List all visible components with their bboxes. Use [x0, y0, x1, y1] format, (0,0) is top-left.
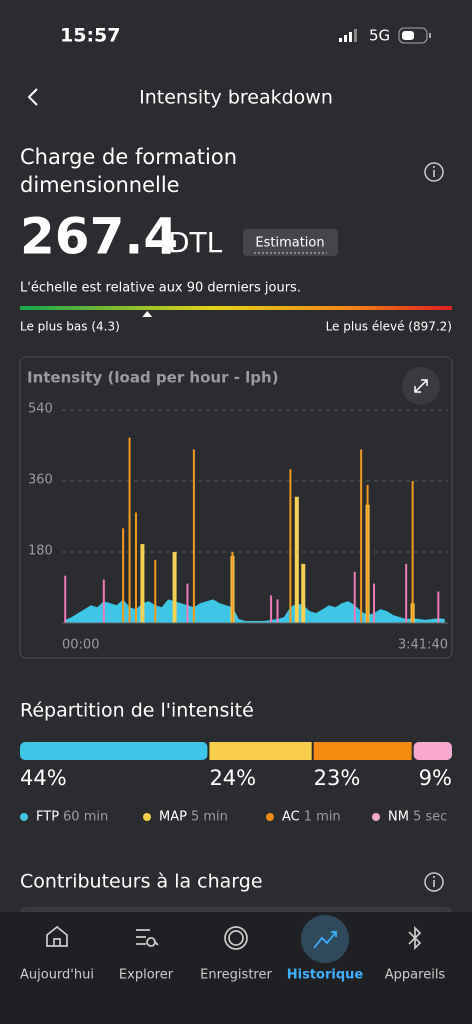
header-title: Intensity breakdown [139, 87, 333, 109]
info-button[interactable] [424, 162, 444, 182]
legend-detail: 5 sec [413, 810, 447, 825]
spike [411, 481, 414, 623]
legend-dot [372, 813, 380, 821]
legend-detail: 60 min [63, 810, 108, 825]
legend-dot [20, 813, 28, 821]
chart-title: Intensity (load per hour - lph) [27, 369, 279, 387]
legend-dot [266, 813, 274, 821]
spike [172, 552, 177, 623]
spike [122, 528, 125, 623]
legend-dot [143, 813, 151, 821]
scale-min: Le plus bas (4.3) [20, 320, 120, 334]
spike [294, 496, 299, 623]
dist-percent: 9% [419, 766, 452, 790]
spike [231, 552, 234, 623]
dist-title: Répartition de l'intensité [20, 700, 254, 722]
nav-label[interactable]: Appareils [385, 968, 446, 983]
spike [102, 579, 105, 623]
nav-label[interactable]: Aujourd'hui [20, 968, 94, 983]
expand-button[interactable] [402, 367, 440, 405]
x-start: 00:00 [62, 638, 99, 653]
spike [276, 599, 279, 623]
dist-percent: 24% [209, 766, 256, 790]
nav-label[interactable]: Historique [287, 968, 364, 983]
spike [134, 512, 137, 623]
ftp-area [65, 599, 445, 623]
dist-segment [413, 742, 452, 760]
spike [270, 595, 273, 623]
nav-icons [46, 925, 422, 951]
spike [154, 559, 157, 623]
dist-segment [313, 742, 412, 760]
spike [140, 544, 145, 623]
spike [360, 449, 363, 623]
dist-segment [20, 742, 208, 760]
x-end: 3:41:40 [398, 638, 448, 653]
time: 15:57 [60, 25, 120, 47]
spike [366, 484, 369, 623]
contributors-title: Contributeurs à la charge [20, 871, 263, 893]
scale-bar [20, 306, 452, 310]
signal [339, 29, 357, 42]
metric-value: 267.4 [20, 208, 178, 266]
spike [64, 575, 67, 623]
nav-active-bg [301, 915, 349, 963]
nav-label[interactable]: Explorer [119, 968, 174, 983]
badge[interactable]: Estimation [255, 236, 324, 251]
scale-marker [142, 311, 153, 317]
chart-card [19, 356, 453, 659]
legend-name: AC [282, 810, 300, 825]
dist-percent: 23% [314, 766, 361, 790]
legend-detail: 5 min [191, 810, 228, 825]
legend-name: MAP [159, 810, 187, 825]
badge-bg[interactable] [243, 229, 338, 256]
legend-name: NM [388, 810, 409, 825]
scale-note: L'échelle est relative aux 90 derniers j… [20, 281, 301, 296]
y-tick-label: 540 [28, 402, 53, 417]
network: 5G [369, 27, 390, 45]
spike [128, 437, 131, 623]
spike [437, 591, 440, 623]
nav-label[interactable]: Enregistrer [200, 968, 272, 983]
spike [373, 583, 376, 623]
spike [405, 563, 408, 623]
spike [186, 583, 189, 623]
info-button[interactable] [424, 872, 444, 892]
scale-max: Le plus élevé (897.2) [326, 320, 452, 334]
spike [353, 571, 356, 623]
spike [192, 449, 195, 623]
spike [301, 563, 306, 623]
metric-title: Charge de formation [20, 145, 237, 169]
metric-unit: DTL [168, 226, 223, 259]
legend-name: FTP [36, 810, 59, 825]
dist-segment [209, 742, 312, 760]
metric-title: dimensionnelle [20, 173, 180, 197]
legend-detail: 1 min [304, 810, 341, 825]
y-tick-label: 360 [28, 473, 53, 488]
battery [398, 27, 431, 44]
y-tick-label: 180 [28, 544, 53, 559]
back-button[interactable] [27, 88, 38, 106]
dist-percent: 44% [20, 766, 67, 790]
spike [289, 469, 292, 623]
